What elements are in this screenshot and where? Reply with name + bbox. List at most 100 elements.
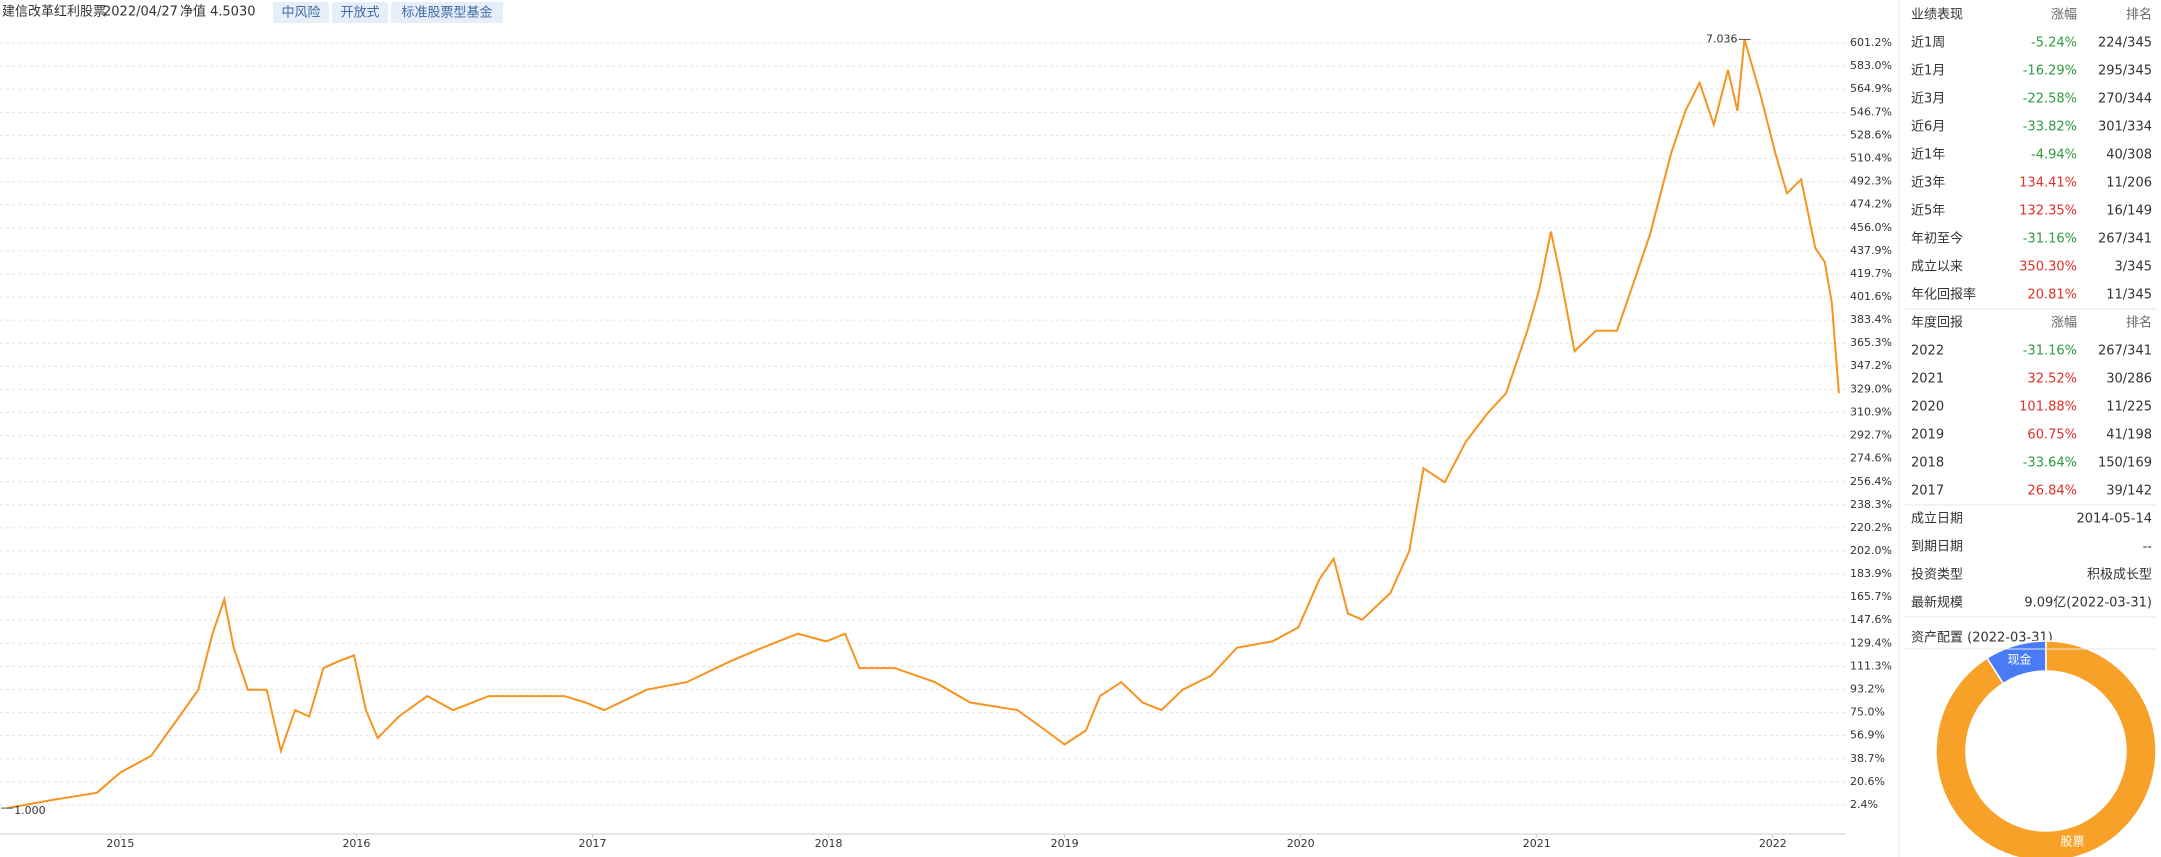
- x-tick-label: 2022: [1759, 837, 1787, 850]
- y-tick-label: 510.4%: [1850, 152, 1892, 165]
- table-cell: -31.16%: [2023, 344, 2077, 359]
- table-cell: 2018: [1911, 456, 1944, 471]
- start-annotation: 1.000: [14, 804, 46, 817]
- table-cell: 132.35%: [2019, 204, 2077, 219]
- x-tick-label: 2015: [106, 837, 134, 850]
- table-cell: 30/286: [2106, 372, 2152, 387]
- table-cell: 301/334: [2098, 120, 2152, 135]
- table-cell: 350.30%: [2019, 260, 2077, 275]
- y-tick-label: 274.6%: [1850, 452, 1892, 465]
- y-tick-label: 292.7%: [1850, 429, 1892, 442]
- y-tick-label: 383.4%: [1850, 313, 1892, 326]
- nav-line: [6, 39, 1840, 810]
- table-cell: 267/341: [2098, 344, 2152, 359]
- y-tick-label: 38.7%: [1850, 752, 1885, 765]
- y-tick-label: 165.7%: [1850, 590, 1892, 603]
- table-cell: 39/142: [2106, 484, 2152, 499]
- table-cell: 2020: [1911, 400, 1944, 415]
- y-tick-label: 437.9%: [1850, 244, 1892, 257]
- allocation-title: 资产配置 (2022-03-31): [1911, 631, 2053, 646]
- table-cell: 年化回报率: [1911, 287, 1976, 303]
- y-tick-label: 129.4%: [1850, 636, 1892, 649]
- info-value: --: [2143, 540, 2153, 555]
- table-cell: 60.75%: [2027, 428, 2077, 443]
- y-tick-label: 347.2%: [1850, 359, 1892, 372]
- tag-bg: [391, 2, 503, 23]
- y-tick-label: 310.9%: [1850, 405, 1892, 418]
- y-tick-label: 56.9%: [1850, 729, 1885, 742]
- x-tick-label: 2020: [1287, 837, 1315, 850]
- nav-value: 4.5030: [210, 5, 256, 20]
- info-value: 2014-05-14: [2076, 512, 2152, 527]
- y-tick-label: 93.2%: [1850, 682, 1885, 695]
- table-cell: 267/341: [2098, 232, 2152, 247]
- table-cell: -33.64%: [2023, 456, 2077, 471]
- table-header: 排名: [2126, 7, 2152, 23]
- table-cell: 2021: [1911, 372, 1944, 387]
- x-tick-label: 2021: [1523, 837, 1551, 850]
- table-cell: 3/345: [2115, 260, 2152, 275]
- tag-bg: [332, 2, 388, 23]
- y-tick-label: 601.2%: [1850, 36, 1892, 49]
- x-tick-label: 2017: [579, 837, 607, 850]
- y-tick-label: 474.2%: [1850, 198, 1892, 211]
- table-cell: 295/345: [2098, 64, 2152, 79]
- table-cell: -22.58%: [2023, 92, 2077, 107]
- y-tick-label: 111.3%: [1850, 659, 1892, 672]
- x-tick-label: 2016: [342, 837, 370, 850]
- tag: 开放式: [340, 6, 379, 21]
- table-cell: 20.81%: [2027, 288, 2077, 303]
- table-cell: 近6月: [1911, 120, 1945, 135]
- y-tick-label: 419.7%: [1850, 267, 1892, 280]
- donut-slice: [1935, 640, 2157, 857]
- table-cell: 11/225: [2106, 400, 2152, 415]
- y-tick-label: 202.0%: [1850, 544, 1892, 557]
- y-tick-label: 75.0%: [1850, 706, 1885, 719]
- table-cell: 2019: [1911, 428, 1944, 443]
- y-tick-label: 365.3%: [1850, 336, 1892, 349]
- y-tick-label: 492.3%: [1850, 175, 1892, 188]
- y-tick-label: 401.6%: [1850, 290, 1892, 303]
- table-cell: 11/206: [2106, 176, 2152, 191]
- table-cell: 近1月: [1911, 64, 1945, 79]
- table-cell: 40/308: [2106, 148, 2152, 163]
- y-tick-label: 456.0%: [1850, 221, 1892, 234]
- table-cell: 16/149: [2106, 204, 2152, 219]
- y-tick-label: 546.7%: [1850, 105, 1892, 118]
- y-tick-label: 147.6%: [1850, 613, 1892, 626]
- nav-label: 净值: [180, 4, 206, 20]
- table-cell: 近3年: [1911, 176, 1945, 191]
- table-cell: 成立以来: [1911, 260, 1963, 275]
- tag: 中风险: [281, 6, 320, 21]
- y-tick-label: 183.9%: [1850, 567, 1892, 580]
- info-value: 9.09亿(2022-03-31): [2024, 596, 2152, 611]
- y-tick-label: 238.3%: [1850, 498, 1892, 511]
- table-header: 涨幅: [2051, 8, 2077, 23]
- tag: 标准股票型基金: [401, 5, 492, 21]
- table-cell: 近3月: [1911, 92, 1945, 107]
- y-tick-label: 220.2%: [1850, 521, 1892, 534]
- table-header: 年度回报: [1911, 315, 1963, 331]
- table-cell: -33.82%: [2023, 120, 2077, 135]
- table-cell: 134.41%: [2019, 176, 2077, 191]
- table-cell: -16.29%: [2023, 64, 2077, 79]
- table-header: 涨幅: [2051, 316, 2077, 331]
- nav-date: 2022/04/27: [103, 5, 178, 20]
- table-cell: 近1年: [1911, 148, 1945, 163]
- table-header: 业绩表现: [1911, 8, 1963, 23]
- info-label: 到期日期: [1911, 540, 1963, 555]
- y-tick-label: 20.6%: [1850, 775, 1885, 788]
- table-cell: 2022: [1911, 344, 1944, 359]
- y-tick-label: 2.4%: [1850, 798, 1878, 811]
- y-tick-label: 564.9%: [1850, 82, 1892, 95]
- fund-name: 建信改革红利股票: [2, 4, 106, 20]
- table-cell: 11/345: [2106, 288, 2152, 303]
- table-cell: 224/345: [2098, 36, 2152, 51]
- table-cell: 41/198: [2106, 428, 2152, 443]
- tag-bg: [273, 2, 329, 23]
- table-cell: -5.24%: [2031, 36, 2077, 51]
- table-header: 排名: [2126, 315, 2152, 331]
- table-cell: 270/344: [2098, 92, 2152, 107]
- table-cell: 2017: [1911, 484, 1944, 499]
- table-cell: 近1周: [1911, 36, 1945, 51]
